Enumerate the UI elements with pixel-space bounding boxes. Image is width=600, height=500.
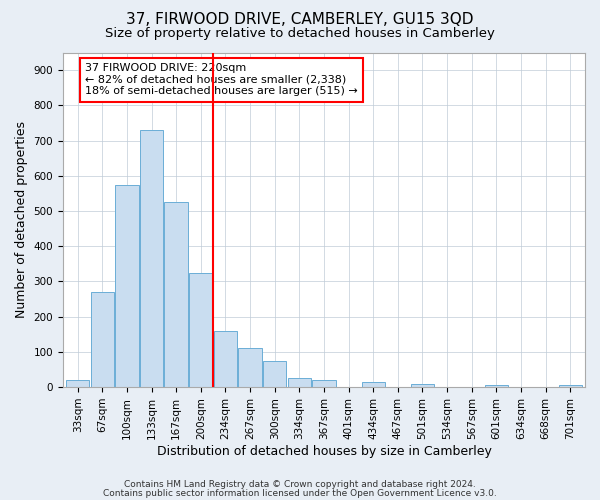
Bar (287, 378, 311, 387)
Bar (214, 330, 237, 387)
Text: Size of property relative to detached houses in Camberley: Size of property relative to detached ho… (105, 28, 495, 40)
Text: 37, FIRWOOD DRIVE, CAMBERLEY, GU15 3QD: 37, FIRWOOD DRIVE, CAMBERLEY, GU15 3QD (126, 12, 474, 28)
Bar (362, 382, 385, 387)
Bar (189, 272, 212, 387)
Text: Contains public sector information licensed under the Open Government Licence v3: Contains public sector information licen… (103, 488, 497, 498)
Bar (411, 384, 434, 387)
Text: Contains HM Land Registry data © Crown copyright and database right 2024.: Contains HM Land Registry data © Crown c… (124, 480, 476, 489)
Bar (91, 292, 114, 387)
Bar (263, 360, 286, 387)
Bar (164, 202, 188, 387)
Bar (559, 386, 582, 387)
X-axis label: Distribution of detached houses by size in Camberley: Distribution of detached houses by size … (157, 444, 491, 458)
Text: 37 FIRWOOD DRIVE: 220sqm
← 82% of detached houses are smaller (2,338)
18% of sem: 37 FIRWOOD DRIVE: 220sqm ← 82% of detach… (85, 63, 358, 96)
Bar (66, 380, 89, 387)
Y-axis label: Number of detached properties: Number of detached properties (15, 122, 28, 318)
Bar (115, 184, 139, 387)
Bar (238, 348, 262, 387)
Bar (485, 386, 508, 387)
Bar (312, 380, 335, 387)
Bar (140, 130, 163, 387)
